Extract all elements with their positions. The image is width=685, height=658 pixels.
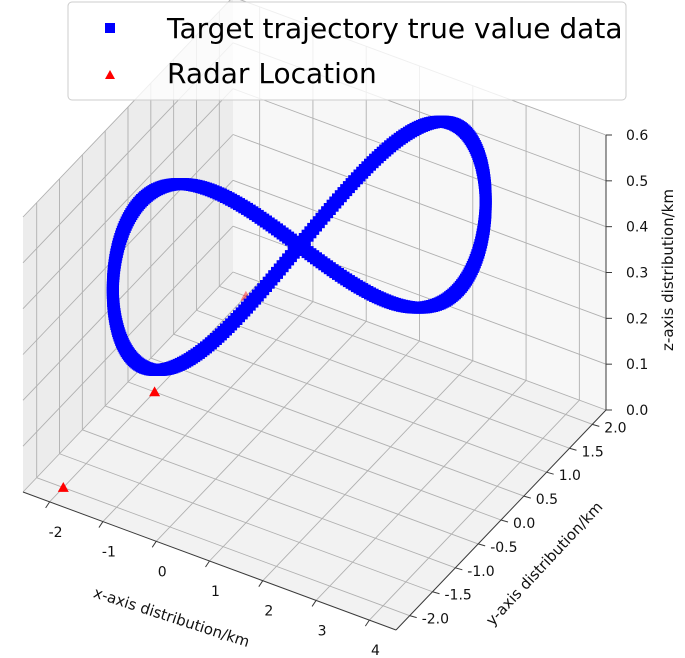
y-tick <box>569 447 577 451</box>
x-tick-label: 1 <box>211 584 220 600</box>
radar-location-marker <box>57 482 69 492</box>
y-tick <box>546 471 554 475</box>
z-tick-label: 0.4 <box>626 220 648 236</box>
y-tick-label: 1.0 <box>559 468 581 484</box>
y-tick-label: -1.5 <box>445 588 472 604</box>
legend-trajectory-label: Target trajectory true value data <box>166 12 622 45</box>
x-tick <box>364 619 370 627</box>
floor-grid-y <box>105 405 479 545</box>
x-axis-label: x-axis distribution/km <box>91 584 252 651</box>
legend: Target trajectory true value data Radar … <box>67 1 627 101</box>
y-tick-label: -1.0 <box>467 564 494 580</box>
x-tick-label: -1 <box>102 545 116 561</box>
y-tick-label: 0.5 <box>536 492 558 508</box>
y-tick-label: 2.0 <box>604 420 626 436</box>
floor-grid-y <box>196 309 570 449</box>
x-tick-label: 2 <box>264 604 273 620</box>
plot-data <box>57 115 492 492</box>
x-tick <box>98 521 104 528</box>
left-wall-grid-z <box>22 134 234 355</box>
y-tick <box>455 567 463 571</box>
z-tick-label: 0.0 <box>626 403 648 419</box>
z-tick-label: 0.1 <box>626 357 648 373</box>
floor-grid-y <box>173 333 547 473</box>
trajectory-point <box>290 243 303 256</box>
y-tick <box>500 519 509 523</box>
y-tick-label: 1.5 <box>582 444 604 460</box>
legend-trajectory-marker <box>105 23 115 33</box>
legend-radar-marker <box>105 70 115 79</box>
y-tick-label: -0.5 <box>490 540 517 556</box>
x-tick <box>311 600 317 607</box>
x-tick <box>258 580 264 587</box>
y-tick <box>478 543 486 547</box>
z-tick-label: 0.5 <box>626 174 648 190</box>
x-tick-label: 0 <box>158 564 167 580</box>
legend-radar-label: Radar Location <box>167 57 377 90</box>
left-wall-grid-z <box>22 180 234 401</box>
back-wall-grid-z <box>232 88 607 228</box>
z-tick-label: 0.2 <box>626 311 648 327</box>
y-tick <box>432 591 440 595</box>
y-tick-label: 0.0 <box>513 516 535 532</box>
floor-grid-y <box>127 381 502 521</box>
floor-grid-y <box>219 285 593 425</box>
x-tick-label: 4 <box>371 643 380 658</box>
y-tick <box>592 423 600 427</box>
y-tick-label: -2.0 <box>422 612 449 628</box>
floor-grid-y <box>36 477 410 617</box>
x-tick-label: 3 <box>318 623 327 639</box>
back-wall-grid-z <box>232 271 607 411</box>
floor-grid-y <box>150 357 524 497</box>
back-wall-grid-z <box>232 134 607 273</box>
floor-grid-y <box>82 429 456 569</box>
x-tick <box>45 501 51 509</box>
z-tick-label: 0.3 <box>626 266 648 282</box>
z-tick-label: 0.6 <box>626 128 648 144</box>
legend-frame <box>67 1 627 101</box>
x-tick-label: -2 <box>49 525 63 541</box>
y-tick <box>409 615 417 619</box>
left-wall-grid-z <box>22 271 234 493</box>
z-axis-label: z-axis distribution/km <box>659 189 677 351</box>
left-wall-grid-z <box>22 225 234 447</box>
left-wall-grid-z <box>22 88 234 309</box>
back-wall-grid-z <box>232 179 607 319</box>
radar-location-marker <box>149 386 161 397</box>
y-tick <box>523 495 531 499</box>
axis-ticks: -2-101234-2.0-1.5-1.0-0.50.00.51.01.52.0… <box>45 128 648 658</box>
x-tick <box>205 560 210 568</box>
x-tick <box>151 541 157 548</box>
floor-grid-y <box>59 453 433 593</box>
